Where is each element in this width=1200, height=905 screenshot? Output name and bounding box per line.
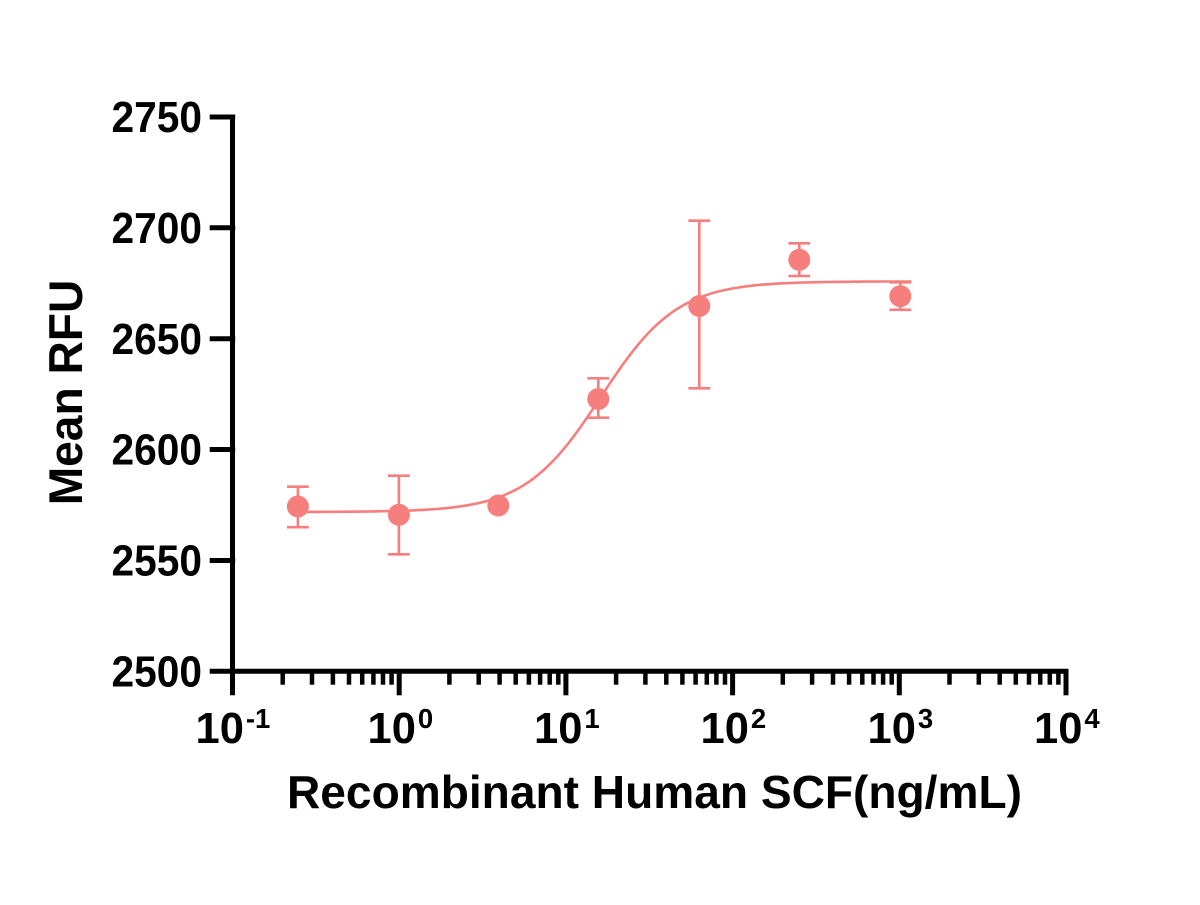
- svg-text:2500: 2500: [112, 648, 203, 696]
- svg-text:2700: 2700: [112, 205, 203, 253]
- svg-text:10-1: 10-1: [196, 703, 271, 753]
- svg-text:Mean RFU: Mean RFU: [39, 280, 92, 506]
- svg-text:Recombinant Human SCF(ng/mL): Recombinant Human SCF(ng/mL): [287, 766, 1022, 818]
- svg-text:2600: 2600: [112, 427, 203, 475]
- svg-text:2550: 2550: [112, 538, 203, 586]
- svg-text:2650: 2650: [112, 316, 203, 364]
- svg-text:2750: 2750: [112, 94, 203, 142]
